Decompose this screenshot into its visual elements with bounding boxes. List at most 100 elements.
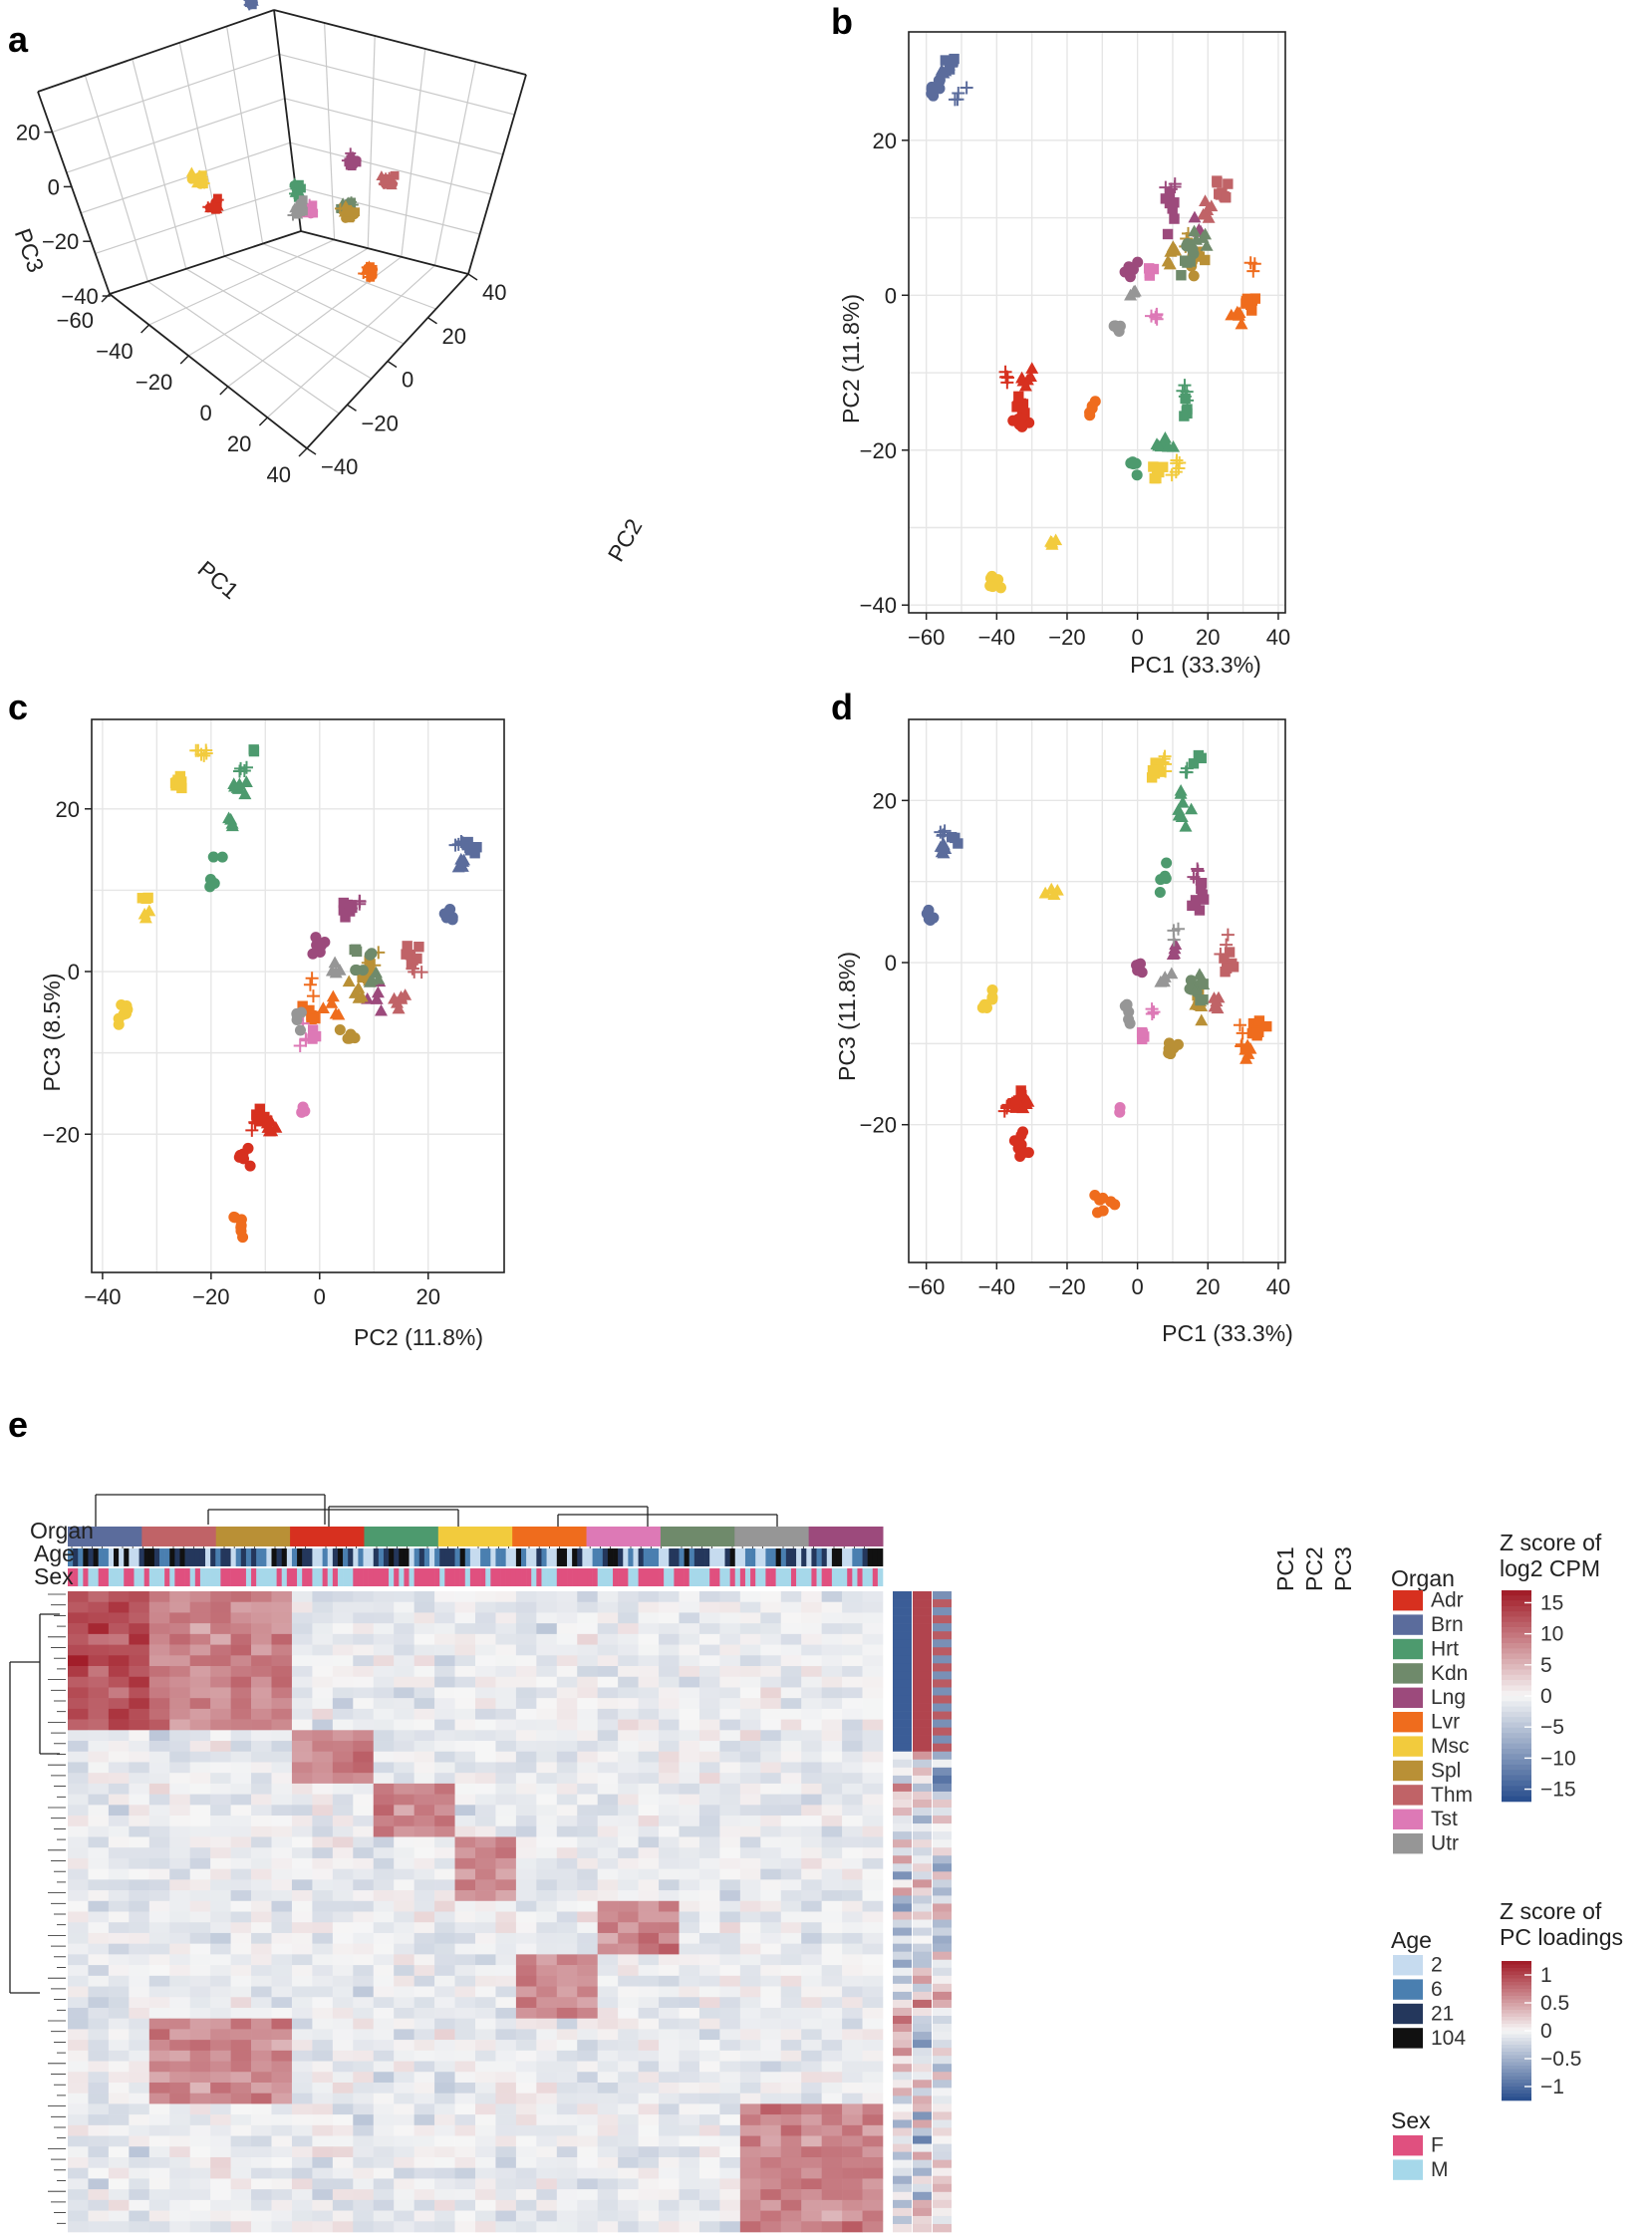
pc-loading-cell xyxy=(913,2096,932,2104)
heatmap-cell xyxy=(169,1698,190,1710)
pc-loading-cell xyxy=(933,1879,952,1888)
heatmap-cell xyxy=(679,1997,700,2009)
pc-loading-cell xyxy=(933,1999,952,2009)
heatmap-cell xyxy=(210,1975,231,1987)
heatmap-cell xyxy=(353,1601,375,1613)
heatmap-cell xyxy=(801,2124,822,2136)
heatmap-cell xyxy=(475,1644,496,1656)
heatmap-cell xyxy=(129,1943,150,1955)
heatmap-cell xyxy=(312,1687,334,1699)
data-point-lng xyxy=(371,985,385,998)
heatmap-cell xyxy=(679,2135,700,2147)
heatmap-cell xyxy=(719,2040,741,2052)
heatmap-cell xyxy=(251,1655,272,1667)
heatmap-cell xyxy=(760,1997,782,2009)
heatmap-cell xyxy=(638,1708,660,1720)
heatmap-cell xyxy=(88,1922,110,1934)
age-cell xyxy=(638,1548,645,1566)
heatmap-cell xyxy=(698,1954,720,1966)
heatmap-cell xyxy=(373,1997,395,2009)
heatmap-cell xyxy=(148,2050,170,2062)
heatmap-cell xyxy=(332,1794,354,1806)
heatmap-cell xyxy=(129,1997,150,2009)
heatmap-cell xyxy=(760,2167,782,2179)
heatmap-cell xyxy=(515,1762,537,1774)
heatmap-cell xyxy=(271,2093,293,2104)
heatmap-cell xyxy=(597,1805,619,1817)
heatmap-cell xyxy=(801,2178,822,2190)
colorbar-tick-label: −15 xyxy=(1540,1779,1576,1802)
heatmap-cell xyxy=(556,2093,578,2104)
heatmap-cell xyxy=(659,2189,680,2201)
heatmap-cell xyxy=(780,2082,802,2094)
data-point-thm xyxy=(1199,194,1213,206)
heatmap-cell xyxy=(536,2124,558,2136)
heatmap-cell xyxy=(230,1591,252,1603)
heatmap-cell xyxy=(862,1816,884,1827)
heatmap-cell xyxy=(577,1922,598,1934)
heatmap-cell xyxy=(169,1890,190,1902)
heatmap-cell xyxy=(271,1900,293,1912)
age-cell xyxy=(368,1548,375,1566)
heatmap-cell xyxy=(679,1932,700,1944)
heatmap-cell xyxy=(515,2167,537,2179)
heatmap-cell xyxy=(271,1879,293,1891)
heatmap-cell xyxy=(353,1986,375,1998)
heatmap-cell xyxy=(556,1612,578,1624)
x-tick-label: −20 xyxy=(192,1284,229,1309)
heatmap-cell xyxy=(189,1741,211,1753)
data-point-brn xyxy=(953,838,964,849)
pc-loading-cell xyxy=(913,2199,932,2209)
heatmap-cell xyxy=(68,1612,89,1624)
data-point-thm xyxy=(1224,947,1236,958)
heatmap-cell xyxy=(698,2040,720,2052)
age-cell xyxy=(659,1548,665,1566)
sex-cell xyxy=(266,1568,272,1586)
pc-loading-cell xyxy=(913,1799,932,1809)
heatmap-cell xyxy=(434,2040,455,2052)
heatmap-cell xyxy=(821,1986,843,1998)
heatmap-cell xyxy=(251,2018,272,2030)
data-point-msc xyxy=(185,166,197,177)
floor-grid xyxy=(187,247,369,357)
heatmap-cell xyxy=(312,1773,334,1785)
data-point-hrt xyxy=(232,777,246,790)
pc-loading-cell xyxy=(893,2032,912,2041)
heatmap-cell xyxy=(230,2146,252,2158)
heatmap-cell xyxy=(842,2093,863,2104)
heatmap-cell xyxy=(312,2050,334,2062)
heatmap-cell xyxy=(842,2050,863,2062)
heatmap-cell xyxy=(312,1794,334,1806)
age-cell xyxy=(418,1548,425,1566)
heatmap-cell xyxy=(475,1666,496,1678)
pc-loading-cell xyxy=(913,1935,932,1944)
heatmap-cell xyxy=(577,1954,598,1966)
heatmap-cell xyxy=(536,1623,558,1635)
heatmap-cell xyxy=(801,2156,822,2168)
heatmap-cell xyxy=(862,2221,884,2233)
heatmap-cell xyxy=(68,2050,89,2062)
sex-cell xyxy=(138,1568,144,1586)
heatmap-cell xyxy=(189,2061,211,2073)
age-cell xyxy=(449,1548,455,1566)
heatmap-cell xyxy=(739,2210,761,2222)
heatmap-cell xyxy=(291,2082,313,2094)
heatmap-cell xyxy=(230,1666,252,1678)
heatmap-cell xyxy=(679,1825,700,1837)
heatmap-cell xyxy=(495,1911,517,1923)
heatmap-cell xyxy=(760,1730,782,1742)
y-axis-title: PC3 (11.8%) xyxy=(834,952,860,1081)
sex-cell xyxy=(434,1568,440,1586)
heatmap-cell xyxy=(291,2146,313,2158)
heatmap-cell xyxy=(373,2124,395,2136)
heatmap-cell xyxy=(88,2210,110,2222)
pc-loading-cell xyxy=(893,2111,912,2120)
pc-loading-cell xyxy=(893,1743,912,1753)
heatmap-cell xyxy=(271,1911,293,1923)
colorbar-segment xyxy=(1502,2087,1531,2091)
heatmap-cell xyxy=(556,1633,578,1645)
heatmap-cell xyxy=(618,1676,639,1688)
pc-loading-cell xyxy=(913,1855,932,1864)
heatmap-cell xyxy=(148,1708,170,1720)
